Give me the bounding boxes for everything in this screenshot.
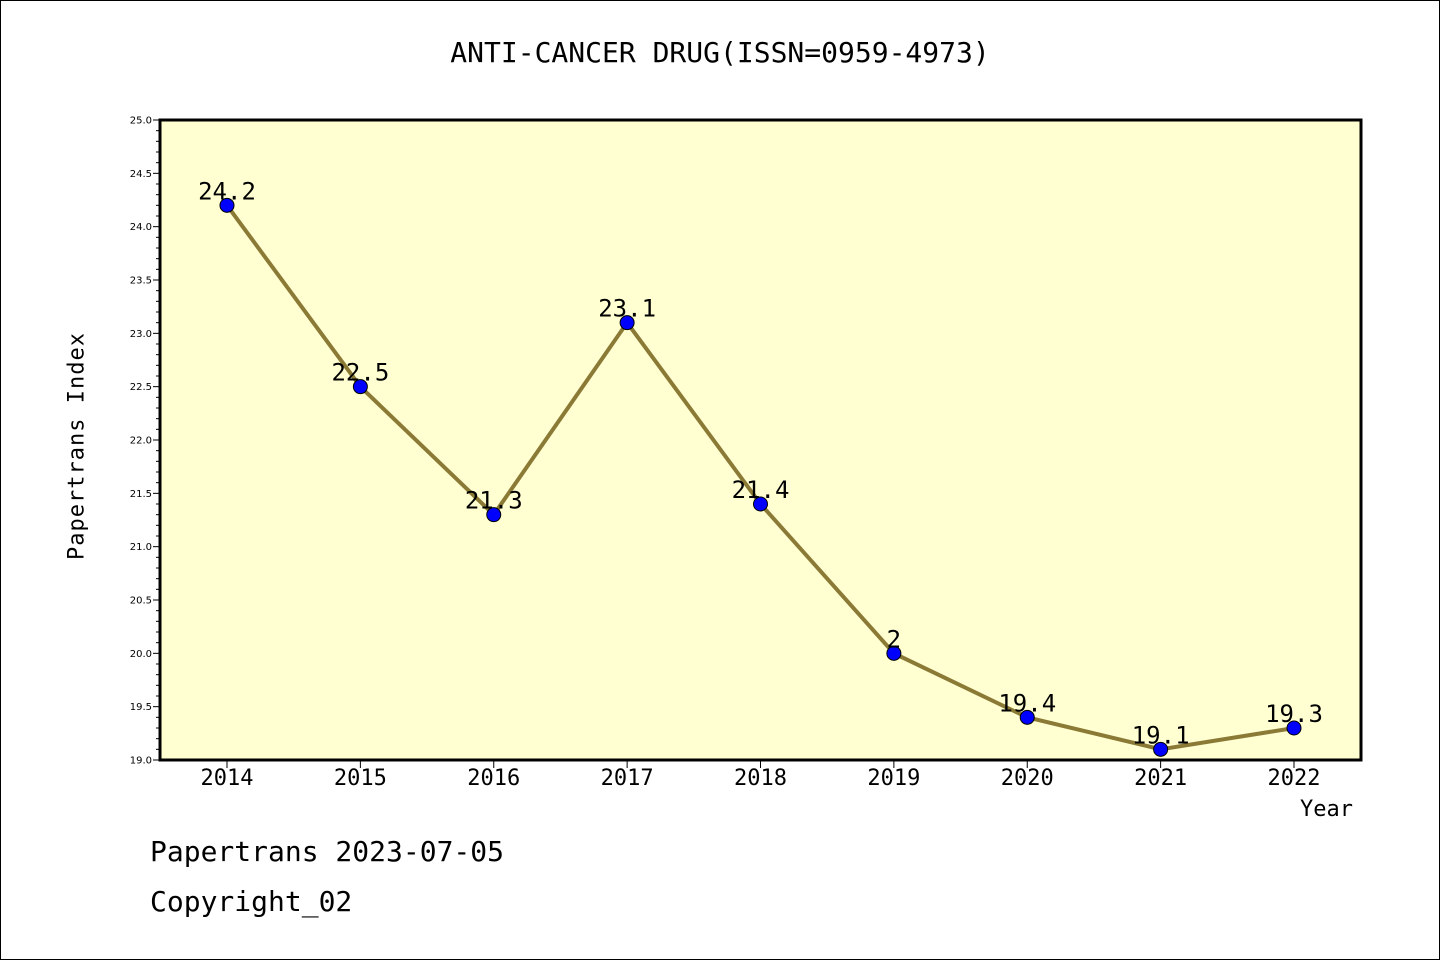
data-labels: 24.2 22.5 21.3 23.1 21.4 2 19.4 19.1 19.3 — [198, 177, 1323, 749]
y-tick-label: 21.0 — [130, 542, 152, 553]
x-tick-label: 2018 — [734, 766, 787, 791]
x-tick-label: 2015 — [334, 766, 387, 791]
x-tick-label: 2017 — [601, 766, 654, 791]
data-point — [753, 496, 768, 512]
y-tick-label: 23.5 — [130, 276, 152, 287]
data-point — [352, 379, 368, 395]
y-tick-label: 25.0 — [130, 116, 152, 127]
x-tick-label: 2019 — [867, 766, 920, 791]
footer-copyright: Copyright_02 — [150, 885, 353, 918]
footer-date: Papertrans 2023-07-05 — [150, 835, 505, 868]
y-tick-label: 24.0 — [130, 222, 152, 233]
y-tick-label: 22.5 — [130, 382, 152, 393]
y-tick-label: 22.0 — [130, 436, 152, 447]
y-tick-label: 20.0 — [130, 649, 152, 660]
x-tick-label: 2020 — [1001, 766, 1054, 791]
data-label: 19.1 — [1132, 721, 1190, 749]
x-tick-label: 2016 — [467, 766, 520, 791]
y-tick-label: 20.5 — [130, 596, 152, 607]
x-tick-label: 2022 — [1268, 766, 1321, 791]
data-point — [886, 645, 902, 661]
data-label: 24.2 — [198, 177, 256, 205]
data-point — [619, 315, 635, 331]
data-label: 19.4 — [998, 689, 1056, 717]
data-label: 23.1 — [598, 295, 656, 323]
x-axis-label: Year — [1300, 797, 1353, 822]
data-point — [1153, 741, 1169, 757]
x-tick-label: 2014 — [201, 766, 254, 791]
y-tick-label: 21.5 — [130, 489, 152, 500]
data-label: 22.5 — [331, 359, 389, 387]
data-label: 2 — [887, 625, 901, 653]
data-label: 19.3 — [1265, 700, 1323, 728]
plot-border — [158, 118, 1363, 762]
plot-area — [160, 120, 1361, 760]
data-point — [1286, 720, 1302, 736]
data-label: 21.3 — [465, 487, 523, 515]
data-label: 21.4 — [732, 476, 790, 504]
y-tick-label: 19.5 — [130, 702, 152, 713]
chart-title: ANTI-CANCER DRUG(ISSN=0959-4973) — [450, 36, 990, 69]
data-point — [219, 197, 235, 213]
data-point — [486, 507, 502, 523]
x-axis: 2014 2015 2016 2017 2018 2019 2020 2021 2022 — [201, 760, 1321, 791]
y-tick-label: 23.0 — [130, 329, 152, 340]
y-axis: 19.0 19.5 20.0 20.5 21.0 21.5 22.0 22.5 23.0 23.5… — [130, 116, 160, 767]
y-tick-label: 24.5 — [130, 169, 152, 180]
x-tick-label: 2021 — [1134, 766, 1187, 791]
data-point — [1019, 709, 1035, 725]
data-points — [219, 197, 1302, 757]
y-tick-label: 19.0 — [130, 756, 152, 767]
